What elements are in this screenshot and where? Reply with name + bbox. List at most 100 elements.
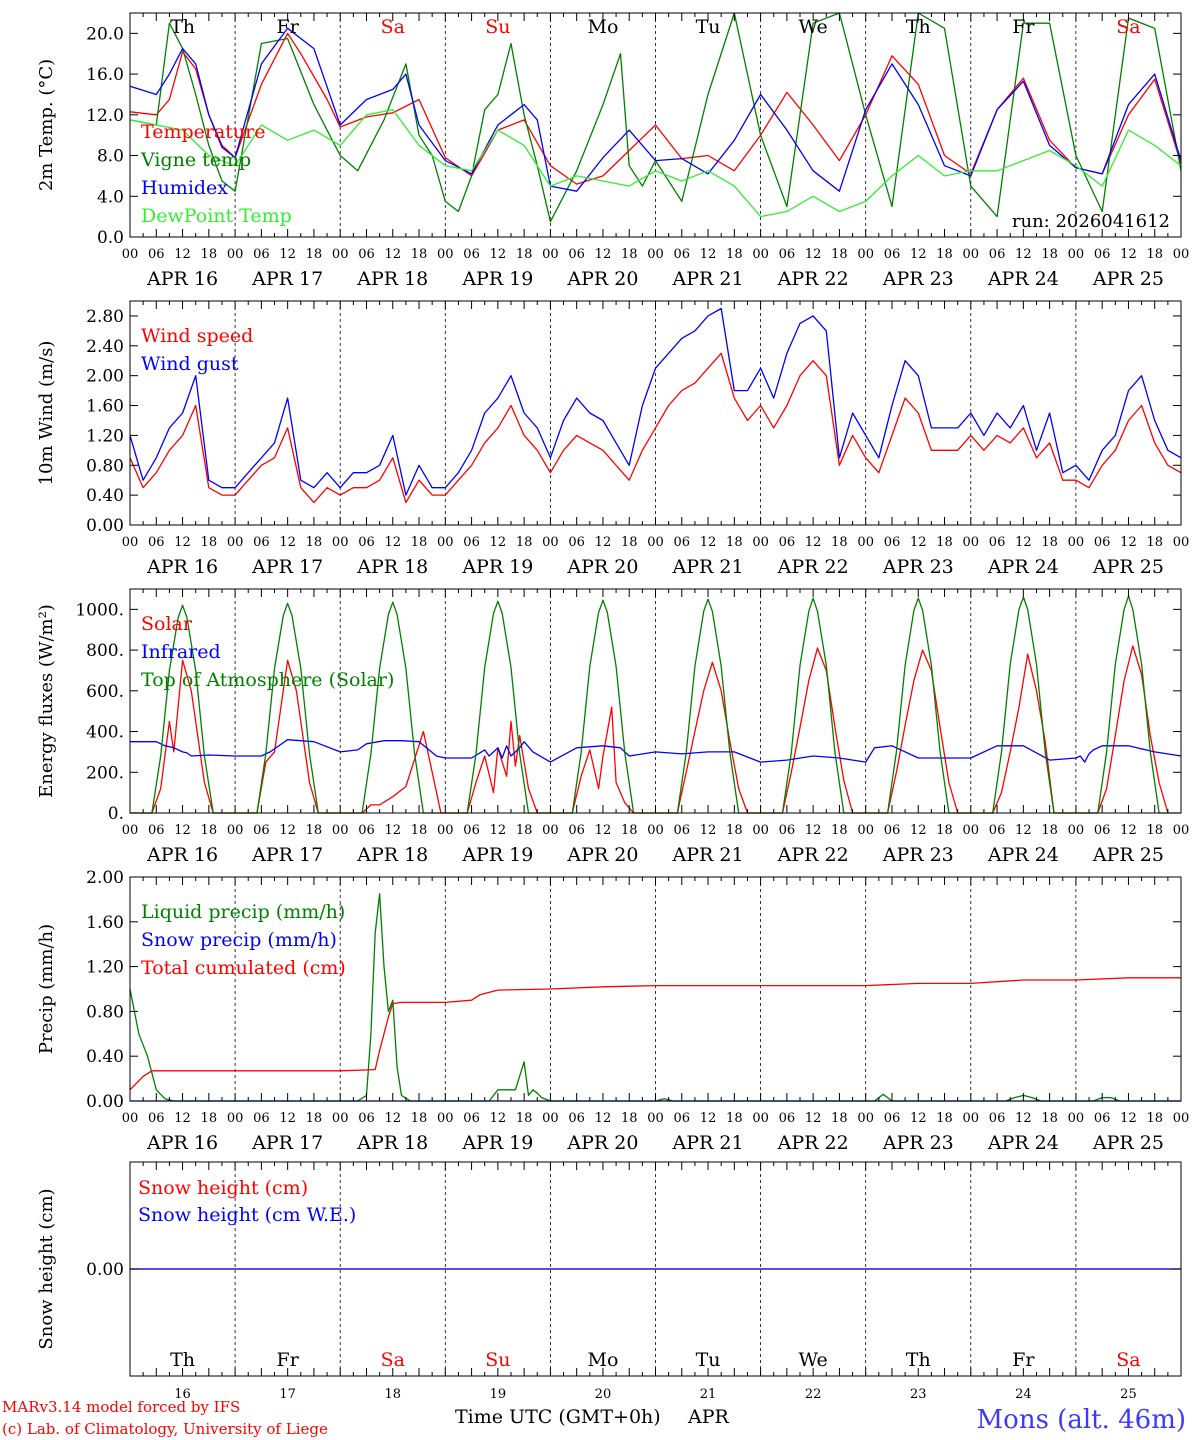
y-tick-label: 200. xyxy=(86,763,124,783)
y-axis-label: Precip (mm/h) xyxy=(36,924,57,1054)
x-tick-label: 18 xyxy=(516,535,533,550)
x-tick-label: 00 xyxy=(857,1111,874,1126)
legend-entry: DewPoint Temp xyxy=(141,205,292,227)
x-tick-label: 12 xyxy=(805,535,822,550)
x-tick-label: 06 xyxy=(463,247,480,262)
weekday-top: Th xyxy=(906,16,931,38)
weekday-top: Tu xyxy=(696,16,721,38)
y-tick-label: 600. xyxy=(86,682,124,702)
x-tick-label: 00 xyxy=(752,247,769,262)
date-label: APR 19 xyxy=(461,556,533,578)
weekday-bottom: We xyxy=(799,1349,828,1371)
date-label: APR 21 xyxy=(672,844,744,866)
weekday-bottom: Mo xyxy=(587,1349,618,1371)
x-tick-label: 12 xyxy=(1015,535,1032,550)
y-tick-label: 1.60 xyxy=(86,913,124,933)
weekday-top: We xyxy=(799,16,828,38)
legend-entry: Humidex xyxy=(141,177,228,199)
x-tick-label: 18 xyxy=(621,1111,638,1126)
x-tick-label: 00 xyxy=(1173,1111,1190,1126)
x-tick-label: 12 xyxy=(490,823,507,838)
panel-4: 0.00 0.40 0.80 1.20 1.60 2.00 Precip (mm/h) Liq… xyxy=(36,868,1189,1154)
x-tick-label: 00 xyxy=(122,535,139,550)
y-axis-label: Energy fluxes (W/m²) xyxy=(36,604,57,798)
x-tick-label: 12 xyxy=(279,535,296,550)
x-tick-label: 06 xyxy=(463,535,480,550)
x-tick-label: 12 xyxy=(490,1111,507,1126)
x-tick-label: 00 xyxy=(542,247,559,262)
date-label: APR 21 xyxy=(672,556,744,578)
x-tick-label: 18 xyxy=(1146,1111,1163,1126)
x-tick-label: 12 xyxy=(910,247,927,262)
y-tick-label: 2.00 xyxy=(86,868,124,888)
x-tick-label: 06 xyxy=(568,823,585,838)
y-axis-label: 2m Temp. (°C) xyxy=(36,59,57,191)
x-tick-label: 12 xyxy=(700,247,717,262)
legend-entry: Top of Atmosphere (Solar) xyxy=(141,669,394,691)
x-tick-label: 18 xyxy=(936,823,953,838)
date-label: APR 21 xyxy=(672,1132,744,1154)
date-label: APR 25 xyxy=(1092,268,1164,290)
run-annotation: run: 2026041612 xyxy=(1012,211,1170,232)
date-label: APR 16 xyxy=(146,556,218,578)
x-tick-label: 18 xyxy=(621,535,638,550)
x-tick-label: 06 xyxy=(1094,247,1111,262)
x-tick-label: 06 xyxy=(148,823,165,838)
date-label: APR 24 xyxy=(987,844,1059,866)
y-tick-label: 1.20 xyxy=(86,958,124,978)
x-tick-label: 00 xyxy=(857,823,874,838)
day-number: 24 xyxy=(1015,1387,1032,1402)
x-tick-label: 12 xyxy=(384,247,401,262)
x-tick-label: 18 xyxy=(621,823,638,838)
weekday-bottom: Tu xyxy=(696,1349,721,1371)
y-tick-label: 0. xyxy=(108,804,124,824)
y-tick-label: 0.80 xyxy=(86,1002,124,1022)
y-tick-label: 2.40 xyxy=(86,337,124,357)
x-tick-label: 12 xyxy=(384,1111,401,1126)
x-tick-label: 06 xyxy=(779,823,796,838)
x-tick-label: 12 xyxy=(174,535,191,550)
legend-entry: Wind speed xyxy=(141,325,253,347)
y-tick-label: 2.80 xyxy=(86,307,124,327)
x-tick-label: 06 xyxy=(674,1111,691,1126)
legend-entry: Temperature xyxy=(141,121,265,143)
x-tick-label: 06 xyxy=(884,823,901,838)
day-number: 17 xyxy=(279,1387,296,1402)
y-tick-label: 4.0 xyxy=(97,187,124,207)
date-label: APR 23 xyxy=(882,844,954,866)
date-label: APR 21 xyxy=(672,268,744,290)
x-tick-label: 12 xyxy=(490,535,507,550)
series-line-4-3 xyxy=(129,977,1181,1091)
date-label: APR 17 xyxy=(251,556,323,578)
time-axis-label: Time UTC (GMT+0h) xyxy=(455,1406,661,1428)
x-tick-label: 12 xyxy=(805,1111,822,1126)
weekday-bottom: Fr xyxy=(1012,1349,1035,1371)
x-tick-label: 18 xyxy=(936,1111,953,1126)
x-tick-label: 18 xyxy=(411,1111,428,1126)
date-label: APR 20 xyxy=(566,844,638,866)
x-tick-label: 00 xyxy=(857,535,874,550)
x-tick-label: 12 xyxy=(805,823,822,838)
series-line-2-1 xyxy=(129,352,1182,504)
model-credit: MARv3.14 model forced by IFS xyxy=(2,1398,240,1416)
x-tick-label: 00 xyxy=(437,535,454,550)
x-tick-label: 00 xyxy=(332,823,349,838)
date-label: APR 25 xyxy=(1092,1132,1164,1154)
y-tick-label: 1000. xyxy=(75,600,124,620)
x-tick-label: 06 xyxy=(779,535,796,550)
date-label: APR 20 xyxy=(566,268,638,290)
date-label: APR 18 xyxy=(356,1132,428,1154)
x-tick-label: 12 xyxy=(700,823,717,838)
x-tick-label: 00 xyxy=(122,1111,139,1126)
x-tick-label: 00 xyxy=(227,535,244,550)
x-tick-label: 06 xyxy=(253,247,270,262)
x-tick-label: 12 xyxy=(1120,247,1137,262)
x-tick-label: 00 xyxy=(332,1111,349,1126)
date-label: APR 25 xyxy=(1092,556,1164,578)
x-tick-label: 18 xyxy=(516,823,533,838)
x-tick-label: 00 xyxy=(332,247,349,262)
x-tick-label: 18 xyxy=(1041,823,1058,838)
legend-entry: Wind gust xyxy=(141,353,239,375)
x-tick-label: 06 xyxy=(884,1111,901,1126)
